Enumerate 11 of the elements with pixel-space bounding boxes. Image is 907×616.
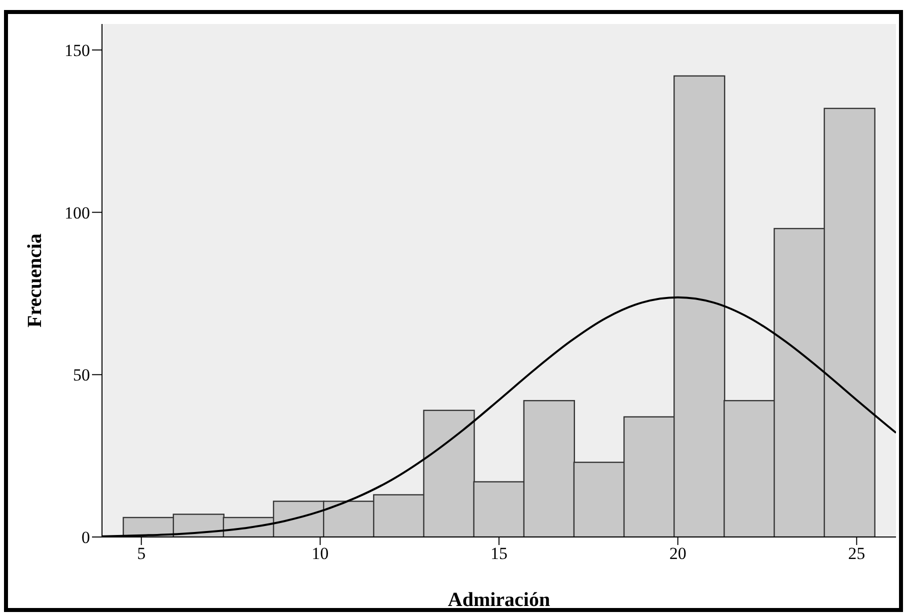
y-tick-label: 150 xyxy=(64,41,90,60)
x-tick-label: 25 xyxy=(848,544,866,564)
y-tick-label: 0 xyxy=(82,528,90,548)
y-axis-title: Frecuencia xyxy=(24,233,46,328)
x-tick-label: 20 xyxy=(669,544,686,564)
x-tick-label: 15 xyxy=(490,544,508,564)
x-axis-title: Admiración xyxy=(448,589,550,611)
y-tick-label: 100 xyxy=(64,203,90,222)
x-tick-label: 5 xyxy=(137,544,146,564)
y-tick-label: 50 xyxy=(73,366,90,385)
x-tick-label: 10 xyxy=(312,544,329,564)
